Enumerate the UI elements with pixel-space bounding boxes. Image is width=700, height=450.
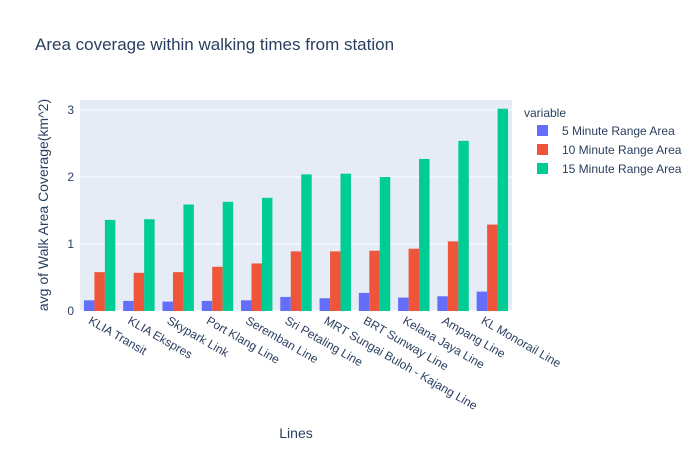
bar bbox=[487, 224, 498, 311]
y-axis-title: avg of Walk Area Coverage(km^2) bbox=[35, 99, 51, 311]
bar bbox=[104, 219, 116, 311]
bar bbox=[290, 251, 302, 311]
bar bbox=[83, 300, 95, 311]
bar bbox=[340, 173, 351, 311]
x-axis-title: Lines bbox=[279, 425, 312, 441]
bar bbox=[379, 177, 391, 311]
bar bbox=[123, 300, 134, 311]
bar bbox=[330, 251, 341, 311]
y-tick-label: 1 bbox=[67, 237, 74, 251]
bar bbox=[301, 174, 312, 311]
legend: variable 5 Minute Range Area 10 Minute Ra… bbox=[524, 106, 682, 176]
legend-label: 15 Minute Range Area bbox=[562, 162, 682, 176]
bar bbox=[172, 272, 184, 311]
bar bbox=[212, 266, 223, 311]
legend-swatch bbox=[537, 125, 548, 136]
bar bbox=[358, 292, 370, 311]
bar bbox=[437, 296, 448, 311]
bar bbox=[241, 300, 252, 311]
bar bbox=[319, 298, 331, 311]
legend-swatch bbox=[537, 163, 548, 174]
bar bbox=[458, 140, 469, 311]
bar bbox=[162, 301, 173, 311]
legend-label: 5 Minute Range Area bbox=[562, 124, 675, 138]
bar bbox=[144, 219, 155, 311]
legend-swatch bbox=[537, 144, 548, 155]
y-tick-label: 3 bbox=[67, 103, 74, 117]
bar bbox=[183, 204, 194, 311]
bar bbox=[201, 300, 213, 311]
bar bbox=[261, 197, 273, 311]
legend-label: 10 Minute Range Area bbox=[562, 143, 682, 157]
legend-title: variable bbox=[524, 106, 566, 120]
chart-title: Area coverage within walking times from … bbox=[35, 35, 394, 54]
bar bbox=[408, 248, 420, 311]
bar bbox=[280, 296, 291, 311]
bar bbox=[94, 272, 105, 311]
bar bbox=[251, 263, 262, 311]
y-tick-labels: 0 1 2 3 bbox=[67, 103, 74, 318]
bar bbox=[398, 297, 409, 311]
bar bbox=[419, 158, 430, 311]
y-tick-label: 0 bbox=[67, 304, 74, 318]
bar bbox=[369, 250, 380, 311]
bar bbox=[447, 241, 459, 311]
bar bbox=[476, 291, 488, 311]
y-tick-label: 2 bbox=[67, 170, 74, 184]
bar bbox=[497, 108, 509, 311]
bar bbox=[222, 201, 234, 311]
bar bbox=[133, 272, 145, 311]
bars-group bbox=[83, 108, 509, 311]
